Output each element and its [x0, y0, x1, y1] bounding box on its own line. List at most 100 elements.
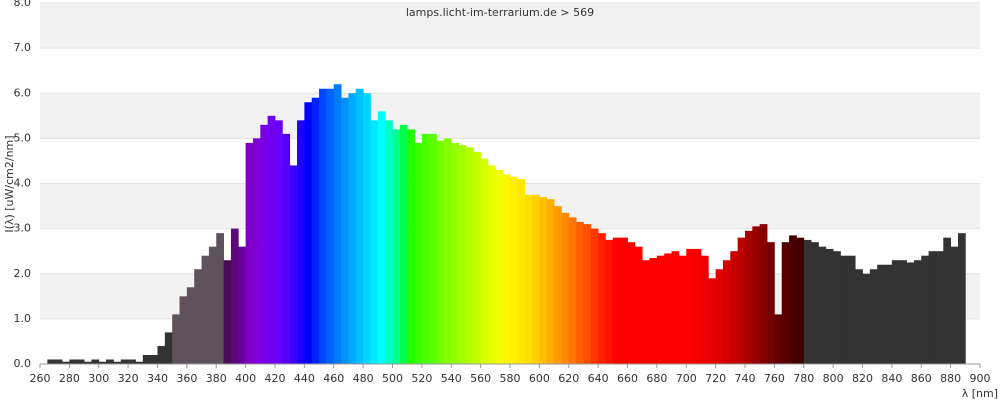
spectrum-bar	[855, 269, 863, 364]
spectrum-bar	[605, 239, 614, 364]
x-tick-label: 460	[323, 372, 344, 385]
x-tick-label: 860	[911, 372, 932, 385]
spectrum-bar	[554, 206, 562, 364]
y-tick-label: 6.0	[14, 86, 32, 99]
spectrum-bar	[399, 124, 408, 365]
x-axis-label: λ [nm]	[962, 387, 998, 400]
spectrum-bar	[656, 255, 665, 364]
spectrum-bar	[913, 260, 922, 364]
spectrum-bar	[47, 359, 56, 364]
spectrum-bar	[517, 178, 526, 364]
spectrum-bar	[532, 194, 540, 364]
spectrum-bar	[186, 287, 195, 364]
spectrum-bar	[818, 246, 827, 364]
x-tick-label: 280	[59, 372, 80, 385]
spectrum-bar	[568, 217, 577, 364]
spectrum-bar	[921, 255, 929, 364]
y-tick-label: 4.0	[14, 177, 32, 190]
spectrum-bar	[891, 260, 900, 364]
spectrum-bar	[546, 199, 555, 364]
x-tick-label: 720	[705, 372, 726, 385]
spectrum-bar	[473, 151, 482, 364]
spectrum-bar	[598, 233, 606, 364]
x-tick-label: 480	[353, 372, 374, 385]
spectrum-bar	[899, 260, 907, 364]
spectrum-bar	[267, 115, 276, 364]
grid-band	[40, 93, 980, 139]
x-tick-label: 380	[206, 372, 227, 385]
spectrum-bar	[238, 246, 247, 364]
spectrum-bar	[767, 242, 775, 364]
spectrum-bar	[377, 111, 386, 364]
spectrum-bar	[869, 269, 878, 364]
spectrum-bar	[737, 237, 746, 364]
spectrum-bar	[260, 124, 269, 365]
spectrum-bar	[465, 147, 474, 364]
spectrum-bar	[216, 233, 224, 364]
spectrum-bar	[245, 142, 254, 364]
spectrum-bar	[150, 354, 158, 364]
y-tick-label: 3.0	[14, 222, 32, 235]
x-tick-label: 760	[764, 372, 785, 385]
spectrum-bar	[252, 138, 261, 364]
spectrum-bar	[620, 237, 628, 364]
spectrum-bar	[935, 251, 944, 364]
spectrum-bar	[370, 120, 379, 364]
spectrum-bar	[590, 228, 599, 364]
spectrum-bar	[179, 296, 188, 364]
spectrum-bar	[414, 142, 423, 364]
spectrum-bar	[950, 246, 959, 364]
spectrum-bar	[825, 248, 834, 364]
spectrum-bar	[76, 359, 85, 364]
spectrum-bar	[407, 129, 415, 364]
spectrum-bar	[833, 251, 841, 364]
spectrum-bar	[69, 359, 78, 364]
y-tick-label: 2.0	[14, 267, 32, 280]
x-tick-label: 680	[646, 372, 667, 385]
spectrum-bar	[759, 224, 768, 364]
grid-band	[40, 3, 980, 49]
spectrum-bar	[495, 169, 504, 364]
x-tick-label: 340	[147, 372, 168, 385]
chart-title: lamps.licht-im-terrarium.de > 569	[406, 6, 594, 19]
spectrum-bar	[164, 332, 173, 364]
y-tick-label: 1.0	[14, 312, 32, 325]
spectrum-bar	[363, 93, 371, 364]
spectrum-bar	[847, 255, 856, 364]
x-tick-label: 320	[118, 372, 139, 385]
spectrum-bar	[451, 142, 459, 364]
y-tick-label: 0.0	[14, 357, 32, 370]
x-tick-label: 520	[411, 372, 432, 385]
spectrum-bar	[157, 345, 166, 364]
spectrum-bar	[686, 248, 694, 364]
spectrum-bar	[208, 246, 217, 364]
x-tick-label: 440	[294, 372, 315, 385]
spectrum-bar	[128, 359, 136, 364]
spectrum-bar	[715, 269, 724, 364]
spectrum-bar	[326, 88, 335, 365]
spectrum-bar	[142, 354, 151, 364]
spectrum-bar	[172, 314, 180, 364]
x-tick-label: 780	[793, 372, 814, 385]
spectrum-bar	[774, 314, 783, 364]
x-tick-label: 400	[235, 372, 256, 385]
spectrum-bar	[700, 255, 709, 364]
spectrum-bar	[576, 221, 584, 364]
spectrum-bar	[304, 102, 313, 365]
spectrum-bar	[421, 133, 430, 364]
spectrum-bar	[752, 226, 761, 364]
spectrum-bar	[671, 251, 680, 364]
spectrum-bar	[333, 84, 342, 364]
y-tick-label: 5.0	[14, 131, 32, 144]
spectrum-bar	[429, 133, 437, 364]
spectrum-bar	[642, 260, 650, 364]
spectrum-bar	[106, 359, 114, 364]
spectrum-bar	[282, 133, 291, 364]
x-tick-label: 600	[529, 372, 550, 385]
spectrum-bar	[678, 255, 687, 364]
spectrum-bar	[275, 120, 283, 364]
spectrum-bar	[91, 359, 100, 364]
y-tick-label: 8.0	[14, 0, 32, 9]
x-tick-label: 640	[588, 372, 609, 385]
